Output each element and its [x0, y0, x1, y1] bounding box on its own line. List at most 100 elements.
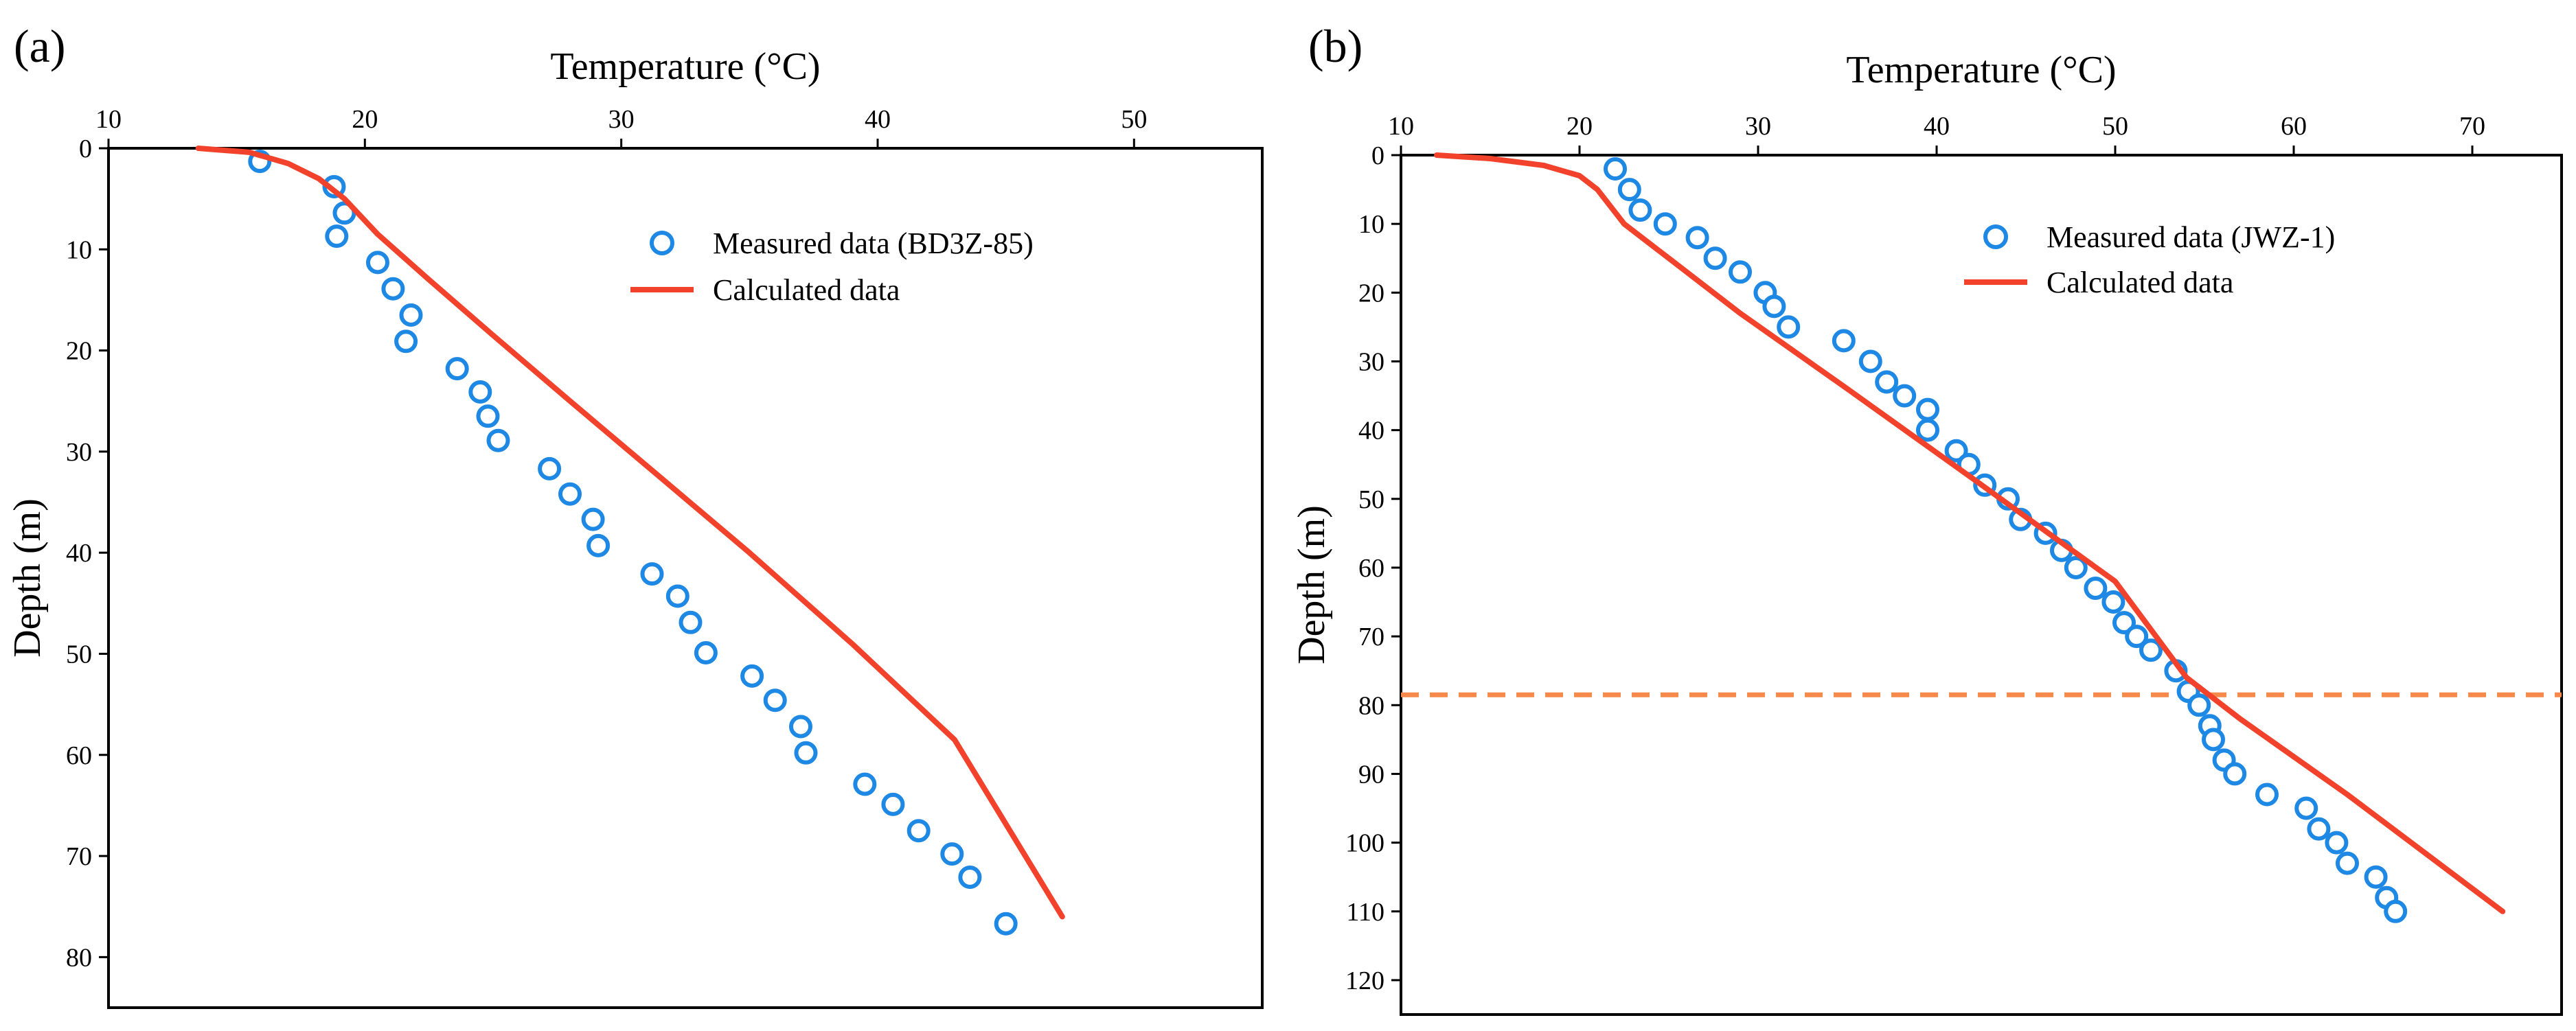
x-tick-label: 20 — [352, 105, 378, 134]
measured-point — [2084, 577, 2108, 600]
measured-point — [1685, 226, 1709, 250]
measured-point — [399, 303, 423, 327]
y-tick-label: 50 — [1358, 485, 1384, 514]
measured-point — [2064, 556, 2088, 579]
measured-point — [665, 584, 689, 608]
measured-point — [476, 404, 500, 428]
y-tick-label: 60 — [1358, 554, 1384, 583]
measured-point — [468, 380, 492, 404]
measured-point — [640, 562, 664, 586]
measured-point — [1653, 212, 1677, 236]
y-tick-label: 80 — [1358, 691, 1384, 720]
measured-point — [2294, 796, 2318, 820]
x-tick-label: 50 — [2102, 112, 2128, 141]
y-tick-label: 40 — [1358, 417, 1384, 445]
measured-point — [1875, 370, 1899, 394]
y-tick-label: 60 — [66, 741, 92, 770]
y-tick-label: 20 — [66, 337, 92, 366]
measured-point — [2101, 590, 2125, 614]
measured-point — [2325, 831, 2349, 855]
y-axis-title: Depth (m) — [6, 498, 49, 658]
calculated-line — [1434, 152, 2506, 914]
legend-entry: Calculated data — [713, 273, 900, 307]
x-tick-label: 60 — [2281, 112, 2307, 141]
measured-point — [740, 664, 764, 688]
legend-entry: Measured data (BD3Z-85) — [713, 227, 1034, 260]
measured-point — [1916, 397, 1939, 421]
x-tick-label: 30 — [1745, 112, 1771, 141]
x-axis-title: Temperature (°C) — [550, 45, 820, 88]
y-tick-label: 90 — [1358, 760, 1384, 789]
measured-point — [1944, 439, 1968, 463]
measured-point — [2187, 693, 2211, 717]
measured-point — [381, 277, 405, 301]
measured-point — [679, 610, 703, 634]
legend: Measured data (BD3Z-85) Calculated data — [630, 227, 1034, 307]
legend-entry: Measured data (JWZ-1) — [2047, 220, 2335, 254]
legend-entry: Calculated data — [2047, 266, 2233, 299]
measured-point — [366, 251, 389, 275]
panel-label: (a) — [14, 20, 65, 72]
measured-point — [581, 507, 605, 531]
measured-point — [789, 715, 812, 739]
y-tick-label: 0 — [79, 135, 92, 163]
x-tick-label: 50 — [1121, 105, 1147, 134]
measured-point — [1777, 315, 1801, 339]
measured-point — [1858, 349, 1882, 373]
y-tick-label: 50 — [66, 640, 92, 669]
legend: Measured data (JWZ-1) Calculated data — [1964, 220, 2335, 299]
measured-point — [2364, 865, 2388, 889]
y-tick-label: 30 — [1358, 347, 1384, 376]
x-tick-label: 30 — [608, 105, 635, 134]
measured-point — [486, 428, 510, 452]
x-tick-label: 40 — [865, 105, 891, 134]
measured-point — [940, 842, 964, 866]
y-tick-label: 70 — [66, 842, 92, 871]
measured-point — [538, 456, 562, 480]
measured-point — [558, 482, 582, 506]
legend-marker-swatch — [650, 231, 674, 255]
measured-point — [1916, 418, 1939, 442]
measured-point — [1604, 157, 1627, 181]
measured-point — [2384, 899, 2408, 923]
y-tick-label: 40 — [66, 539, 92, 568]
measured-point — [794, 741, 818, 765]
measured-point — [394, 329, 418, 354]
x-tick-label: 40 — [1924, 112, 1950, 141]
measured-point — [2112, 611, 2136, 635]
measured-point — [1703, 246, 1727, 270]
x-tick-label: 20 — [1566, 112, 1593, 141]
y-tick-label: 10 — [1358, 210, 1384, 239]
measured-point — [763, 688, 787, 713]
measured-point — [1832, 329, 1856, 353]
y-tick-label: 120 — [1345, 966, 1384, 995]
measured-point — [994, 912, 1018, 936]
y-tick-label: 110 — [1346, 898, 1384, 927]
measured-point — [2139, 638, 2163, 662]
y-axis-title: Depth (m) — [1290, 505, 1333, 664]
x-tick-label: 70 — [2459, 112, 2485, 141]
measured-point — [958, 866, 982, 889]
measured-point — [2202, 728, 2225, 752]
panel-label: (b) — [1308, 20, 1363, 72]
y-tick-label: 100 — [1345, 829, 1384, 858]
measured-point — [586, 533, 611, 557]
plot-frame — [1400, 154, 2563, 1016]
y-tick-label: 20 — [1358, 279, 1384, 308]
measured-point — [445, 357, 469, 381]
measured-point — [1893, 384, 1917, 408]
calculated-line — [195, 146, 1065, 920]
measured-point — [2125, 625, 2149, 649]
panel-a: (a)10 20 30 40 5001020304050607080Temperatur… — [6, 20, 1264, 1009]
x-tick-label: 10 — [1388, 112, 1414, 141]
measured-point — [881, 792, 905, 816]
x-tick-label: 10 — [95, 105, 122, 134]
measured-point — [1729, 260, 1752, 284]
measured-point — [2336, 851, 2359, 875]
measured-point — [694, 641, 718, 664]
measured-point — [325, 224, 349, 248]
y-tick-label: 80 — [66, 943, 92, 972]
legend-marker-swatch — [1983, 224, 2008, 249]
x-axis-title: Temperature (°C) — [1846, 49, 2116, 91]
